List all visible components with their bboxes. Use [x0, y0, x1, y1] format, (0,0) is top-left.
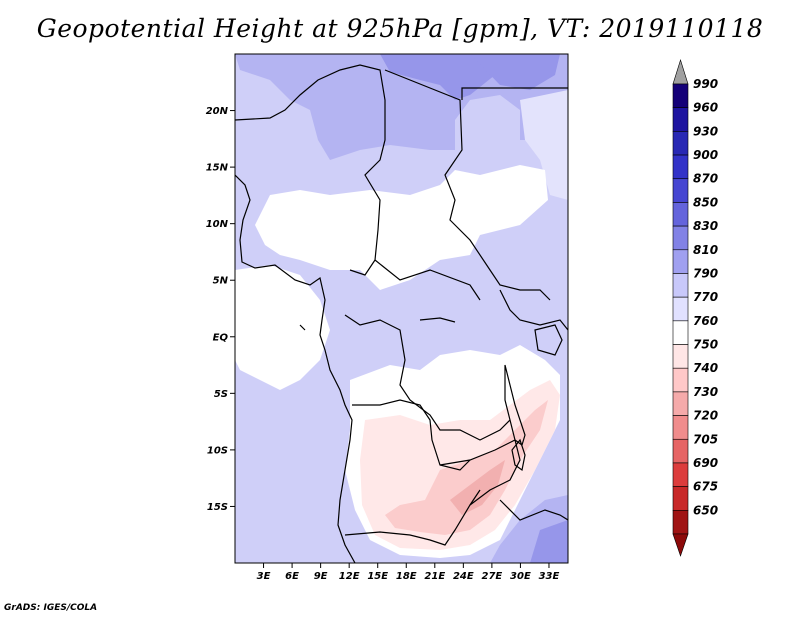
colorbar-swatch: [672, 178, 689, 203]
longitude-axis: 3E 6E 9E 12E 15E 18E 21E 24E 27E 30E 33E: [257, 563, 560, 582]
field-730-south: [450, 460, 505, 515]
lat-tick-label: 15N: [206, 163, 229, 174]
lon-tick-label: 18E: [396, 571, 417, 582]
colorbar-top-arrow: [672, 58, 689, 85]
lon-tick-label: 3E: [257, 571, 271, 582]
colorbar-swatch: [672, 320, 689, 345]
colorbar-swatch: [672, 225, 689, 251]
coastline-west: [235, 174, 356, 563]
lat-tick-label: 5N: [213, 276, 229, 287]
colorbar-swatch: [672, 438, 689, 464]
lake-malawi: [511, 438, 526, 472]
colorbar-label: 760: [693, 314, 718, 328]
colorbar-label: 810: [693, 243, 718, 257]
boundaries: [235, 64, 568, 563]
border-congo: [344, 314, 511, 441]
border-zambia: [439, 439, 521, 506]
footer-credit: GrADS: IGES/COLA: [4, 603, 98, 613]
colorbar-swatch: [672, 154, 689, 180]
colorbar-label: 930: [693, 124, 718, 138]
map-panel: 20N 15N 10N 5N EQ 5S 10S 15S 3E 6E 9E 12E 15E 18E 21E…: [206, 53, 569, 582]
colorbar-swatch: [672, 510, 689, 535]
border-central: [374, 259, 481, 301]
border-namibia: [344, 489, 481, 546]
colorbar-swatch: [672, 367, 689, 393]
colorbar-label: 705: [693, 432, 718, 446]
colorbar-swatch: [672, 344, 689, 369]
height-field: [235, 54, 568, 563]
colorbar-label: 740: [693, 361, 718, 375]
colorbar-swatch: [672, 391, 689, 416]
lat-tick-label: EQ: [213, 332, 229, 343]
field-760-central: [255, 165, 548, 290]
colorbar-label: 730: [693, 385, 718, 399]
lat-tick-label: 15S: [207, 502, 228, 513]
lon-tick-label: 15E: [367, 571, 388, 582]
colorbar-swatch: [672, 296, 689, 322]
lat-tick-label: 10N: [206, 219, 229, 230]
lat-tick-label: 20N: [206, 106, 229, 117]
field-740-south: [385, 400, 548, 535]
field-830-ne: [470, 54, 560, 90]
lake-tanganyika: [504, 364, 526, 446]
colorbar-label: 870: [693, 172, 718, 186]
colorbar-label: 900: [693, 148, 718, 162]
border-sahara: [235, 64, 386, 276]
colorbar-swatch: [672, 486, 689, 511]
lon-tick-label: 21E: [424, 571, 445, 582]
chart-title: Geopotential Height at 925hPa [gpm], VT:…: [36, 14, 764, 43]
colorbar-swatch: [672, 415, 689, 440]
border-mozambique: [499, 499, 568, 521]
coast-gulf: [299, 317, 456, 331]
colorbar-label: 720: [693, 409, 718, 423]
field-830-se: [530, 520, 568, 563]
border-chad-sudan: [384, 69, 551, 301]
lake-victoria: [534, 324, 563, 356]
lon-tick-label: 6E: [285, 571, 299, 582]
lon-tick-label: 24E: [453, 571, 474, 582]
colorbar-bottom-arrow: [672, 533, 689, 557]
colorbar: 990 960 930 900 870 850 830 810 790 770 760 750 740 7…: [672, 58, 718, 557]
colorbar-label: 675: [693, 480, 718, 494]
latitude-axis: 20N 15N 10N 5N EQ 5S 10S 15S: [206, 106, 235, 513]
colorbar-swatch: [672, 462, 689, 487]
colorbar-label: 960: [693, 101, 718, 115]
field-760-west-coast: [235, 265, 330, 390]
colorbar-swatch: [672, 273, 689, 298]
colorbar-label: 850: [693, 195, 718, 209]
lat-tick-label: 5S: [214, 389, 228, 400]
colorbar-swatch: [672, 249, 689, 274]
colorbar-label: 790: [693, 266, 718, 280]
map-frame: [234, 53, 569, 564]
field-770-ne: [520, 90, 568, 200]
lon-tick-label: 33E: [539, 571, 560, 582]
colorbar-swatch: [672, 131, 689, 156]
colorbar-label: 830: [693, 219, 718, 233]
colorbar-label: 690: [693, 456, 718, 470]
colorbar-label: 750: [693, 338, 718, 352]
colorbar-label: 650: [693, 503, 718, 517]
lat-tick-label: 10S: [207, 445, 228, 456]
colorbar-label: 770: [693, 290, 718, 304]
lon-tick-label: 27E: [482, 571, 503, 582]
colorbar-swatch: [672, 202, 689, 227]
border-angola: [352, 399, 471, 471]
colorbar-label: 990: [693, 77, 718, 91]
border-north-east: [461, 87, 568, 100]
border-east: [499, 289, 568, 331]
colorbar-swatch: [672, 107, 689, 132]
lon-tick-label: 12E: [339, 571, 360, 582]
colorbar-swatch: [672, 83, 689, 108]
lon-tick-label: 30E: [510, 571, 531, 582]
lon-tick-label: 9E: [314, 571, 328, 582]
